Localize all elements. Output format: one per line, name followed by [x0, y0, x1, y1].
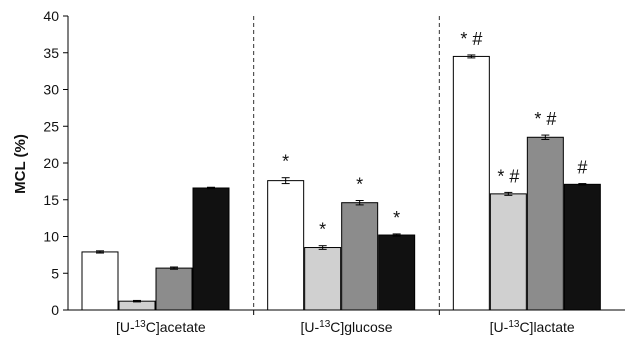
y-tick-label: 0 [51, 302, 59, 318]
x-axis-labels: [U-13C]acetate [U-13C]glucose [U-13C]lacta… [116, 319, 575, 335]
y-tick-label: 15 [43, 192, 59, 208]
significance-annotations: * * * * * # * # * # # [282, 29, 587, 240]
y-tick-label: 30 [43, 82, 59, 98]
x-category-label: [U-13C]acetate [116, 319, 206, 335]
bar [526, 136, 564, 311]
bars [81, 55, 601, 311]
significance-marker: * [319, 220, 326, 240]
x-category-label: [U-13C]glucose [300, 319, 392, 335]
y-tick-label: 20 [43, 155, 59, 171]
y-axis-label: MCL (%) [12, 134, 29, 194]
significance-marker: * [356, 174, 363, 194]
significance-marker: * # [497, 166, 519, 186]
bar [378, 234, 416, 311]
y-tick-label: 10 [43, 229, 59, 245]
bar [155, 267, 193, 311]
significance-marker: * # [460, 29, 482, 49]
group-separators [253, 16, 440, 310]
significance-marker: * [393, 208, 400, 228]
error-bars [96, 54, 587, 303]
significance-marker: * [282, 152, 289, 172]
bar [489, 193, 527, 311]
bar [192, 187, 230, 311]
y-tick-label: 25 [43, 118, 59, 134]
bar [267, 180, 305, 311]
bar [563, 183, 601, 311]
significance-marker: * # [534, 109, 556, 129]
bar [304, 247, 342, 311]
y-tick-label: 5 [51, 265, 59, 281]
bar [452, 55, 490, 311]
significance-marker: # [577, 158, 587, 178]
bar [118, 300, 156, 311]
y-tick-label: 35 [43, 45, 59, 61]
y-tick-label: 40 [43, 8, 59, 24]
x-category-label: [U-13C]lactate [490, 319, 575, 335]
bar [81, 251, 119, 311]
bar [341, 202, 379, 311]
